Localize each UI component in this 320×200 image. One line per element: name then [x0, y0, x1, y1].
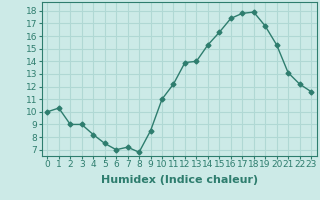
X-axis label: Humidex (Indice chaleur): Humidex (Indice chaleur) [100, 175, 258, 185]
